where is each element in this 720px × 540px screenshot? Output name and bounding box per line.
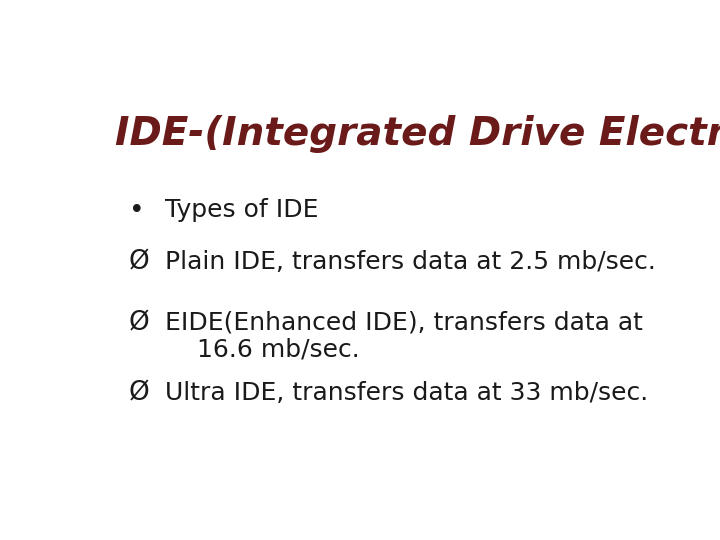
Text: IDE-(Integrated Drive Electronics): IDE-(Integrated Drive Electronics) [115,114,720,153]
Text: Ultra IDE, transfers data at 33 mb/sec.: Ultra IDE, transfers data at 33 mb/sec. [166,381,649,405]
Text: Ø: Ø [129,381,150,407]
Text: Plain IDE, transfers data at 2.5 mb/sec.: Plain IDE, transfers data at 2.5 mb/sec. [166,250,656,274]
Text: Types of IDE: Types of IDE [166,198,319,222]
Text: •: • [129,198,145,224]
Text: Ø: Ø [129,250,150,276]
Text: Ø: Ø [129,310,150,336]
Text: EIDE(Enhanced IDE), transfers data at
    16.6 mb/sec.: EIDE(Enhanced IDE), transfers data at 16… [166,310,643,362]
